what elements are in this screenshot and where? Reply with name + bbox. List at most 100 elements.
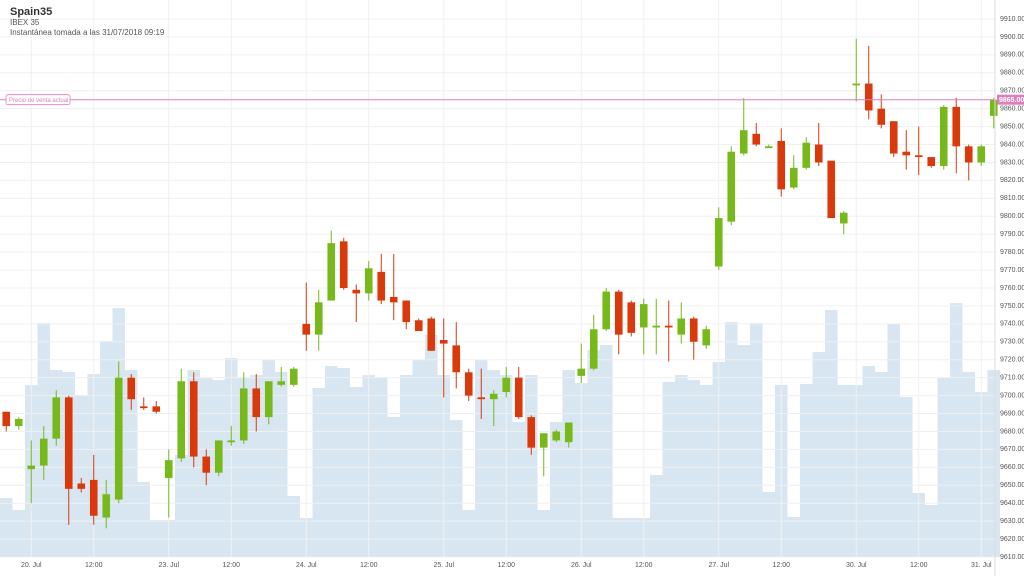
volume-bar	[337, 368, 350, 557]
candle-body	[814, 144, 823, 163]
x-tick-label: 12:00	[85, 562, 103, 569]
candle-layer	[2, 38, 998, 529]
label-layer: 9610.00 9620.00 9630.00 9640.00 9650.00 9660.…	[0, 16, 1024, 569]
y-tick-label: 9880.00	[1000, 70, 1024, 77]
y-tick-label: 9830.00	[1000, 159, 1024, 166]
volume-bar	[387, 417, 400, 557]
y-tick-label: 9720.00	[1000, 357, 1024, 364]
volume-bar	[725, 322, 738, 557]
candle-body	[827, 160, 836, 219]
candle-body	[864, 83, 873, 111]
candle-body	[2, 411, 11, 427]
volume-bar	[75, 395, 88, 557]
x-tick-label: 12:00	[497, 562, 515, 569]
x-tick-label: 23. Jul	[158, 562, 179, 569]
candle-body	[614, 291, 623, 335]
candle-body	[277, 381, 286, 385]
candle-body	[64, 397, 73, 489]
candle-body	[252, 388, 261, 418]
candle-body	[89, 479, 98, 516]
volume-bar	[662, 382, 675, 557]
candle-body	[27, 465, 36, 470]
candle-body	[902, 151, 911, 156]
snapshot-note: Instantánea tomada a las 31/07/2018 09:1…	[10, 28, 165, 37]
volume-bar	[987, 370, 1000, 557]
candle-body	[677, 318, 686, 335]
current-price-value-box	[997, 94, 1024, 105]
volume-bar	[600, 345, 613, 557]
volume-bar	[125, 370, 138, 557]
volume-bar	[350, 387, 363, 557]
candle-body	[239, 388, 248, 441]
volume-bar	[525, 375, 538, 557]
y-tick-label: 9710.00	[1000, 375, 1024, 382]
volume-bar	[137, 482, 150, 557]
candle-body	[389, 296, 398, 303]
volume-bar	[400, 375, 413, 557]
candle-body	[752, 133, 761, 145]
volume-bar	[900, 397, 913, 557]
volume-bar	[487, 370, 500, 557]
candle-body	[164, 460, 173, 479]
candle-body	[777, 140, 786, 190]
candle-body	[39, 438, 48, 466]
candle-body	[652, 325, 661, 328]
candle-body	[527, 417, 536, 448]
volume-bar	[512, 422, 525, 557]
volume-bar	[837, 385, 850, 557]
candle-body	[189, 381, 198, 457]
y-tick-label: 9780.00	[1000, 249, 1024, 256]
y-tick-label: 9700.00	[1000, 392, 1024, 399]
candle-body	[764, 146, 773, 149]
y-tick-label: 9900.00	[1000, 34, 1024, 41]
current-price-value: 9865.00	[999, 97, 1024, 104]
volume-bar	[325, 366, 338, 557]
y-tick-label: 9790.00	[1000, 231, 1024, 238]
volume-bar	[250, 375, 263, 557]
candle-body	[539, 433, 548, 448]
candle-body	[464, 372, 473, 396]
y-tick-label: 9770.00	[1000, 267, 1024, 274]
volume-bar	[12, 510, 25, 557]
candle-body	[439, 340, 448, 344]
x-tick-label: 30. Jul	[846, 562, 867, 569]
volume-bar	[0, 498, 13, 557]
candle-body	[427, 318, 436, 351]
current-price-tag: Precio de venta actual	[9, 98, 68, 104]
volume-bar	[762, 492, 775, 557]
volume-bar	[962, 372, 975, 557]
volume-layer	[0, 303, 1000, 557]
candle-body	[377, 271, 386, 301]
y-tick-label: 9670.00	[1000, 446, 1024, 453]
y-tick-label: 9840.00	[1000, 141, 1024, 148]
volume-bar	[612, 518, 625, 557]
candle-body	[939, 106, 948, 167]
candle-body	[952, 106, 961, 147]
volume-bar	[875, 372, 888, 557]
x-tick-label: 27. Jul	[708, 562, 729, 569]
candle-body	[877, 108, 886, 125]
y-tick-label: 9890.00	[1000, 52, 1024, 59]
candle-body	[402, 300, 411, 323]
candle-body	[364, 268, 373, 294]
candle-body	[789, 167, 798, 188]
volume-bar	[800, 384, 813, 557]
chart-subtitle: IBEX 35	[10, 18, 40, 27]
y-tick-label: 9760.00	[1000, 285, 1024, 292]
candle-body	[714, 218, 723, 267]
y-tick-label: 9750.00	[1000, 303, 1024, 310]
candle-body	[139, 406, 148, 409]
y-tick-label: 9820.00	[1000, 177, 1024, 184]
volume-bar	[887, 324, 900, 557]
volume-bar	[700, 385, 713, 557]
volume-bar	[650, 475, 663, 557]
x-tick-label: 12:00	[635, 562, 653, 569]
candle-body	[564, 422, 573, 443]
candle-body	[839, 212, 848, 224]
candle-body	[852, 83, 861, 86]
candle-body	[689, 318, 698, 342]
grid-layer	[0, 0, 995, 558]
candle-body	[52, 397, 61, 439]
volume-bar	[175, 455, 188, 557]
